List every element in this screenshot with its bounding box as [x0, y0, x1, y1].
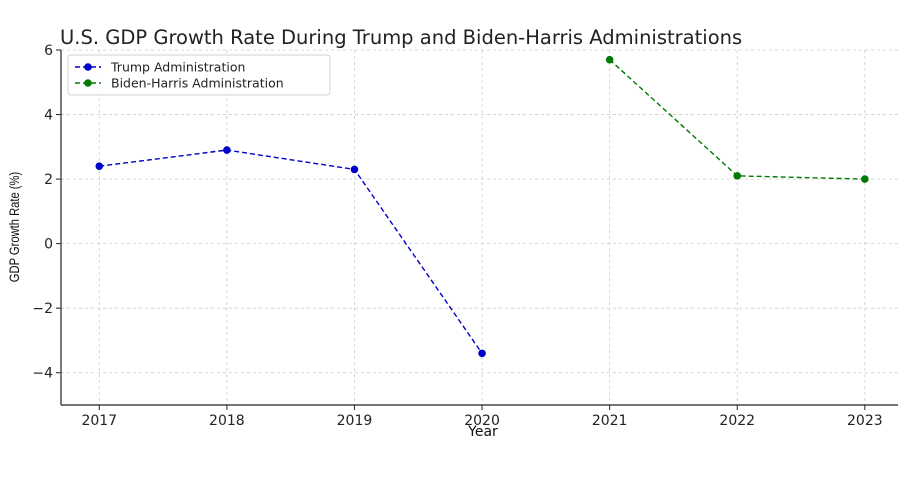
x-tick-label: 2023: [847, 413, 883, 429]
trump-administration-point: [223, 146, 231, 154]
y-tick-label: 6: [44, 43, 53, 59]
trump-administration-point: [351, 166, 359, 174]
x-axis-label: Year: [467, 424, 498, 440]
biden-harris-administration-point: [733, 172, 741, 180]
y-tick-label: −4: [32, 366, 53, 382]
chart-title: U.S. GDP Growth Rate During Trump and Bi…: [60, 26, 742, 49]
trump-administration-point: [95, 162, 103, 170]
biden-harris-administration-line: [610, 60, 865, 179]
legend-marker-biden-harris-administration: [84, 79, 92, 87]
legend-marker-trump-administration: [84, 63, 92, 71]
y-axis-ticks: 6 4 2 0 −2 −4: [32, 43, 61, 382]
trump-administration-point: [478, 350, 486, 358]
x-tick-label: 2018: [209, 413, 245, 429]
y-tick-label: −2: [32, 301, 53, 317]
legend-label-biden-harris-administration: Biden-Harris Administration: [111, 76, 284, 91]
legend-label-trump-administration: Trump Administration: [110, 60, 245, 75]
x-tick-label: 2021: [592, 413, 628, 429]
y-axis-label: GDP Growth Rate (%): [7, 172, 22, 282]
y-tick-label: 2: [44, 172, 53, 188]
y-tick-label: 0: [44, 237, 53, 253]
biden-harris-administration-point: [606, 56, 614, 64]
x-tick-label: 2022: [719, 413, 755, 429]
y-tick-label: 4: [44, 108, 53, 124]
biden-harris-administration-point: [861, 175, 869, 183]
x-tick-label: 2017: [81, 413, 117, 429]
trump-administration-line: [99, 150, 482, 353]
x-tick-label: 2019: [337, 413, 373, 429]
